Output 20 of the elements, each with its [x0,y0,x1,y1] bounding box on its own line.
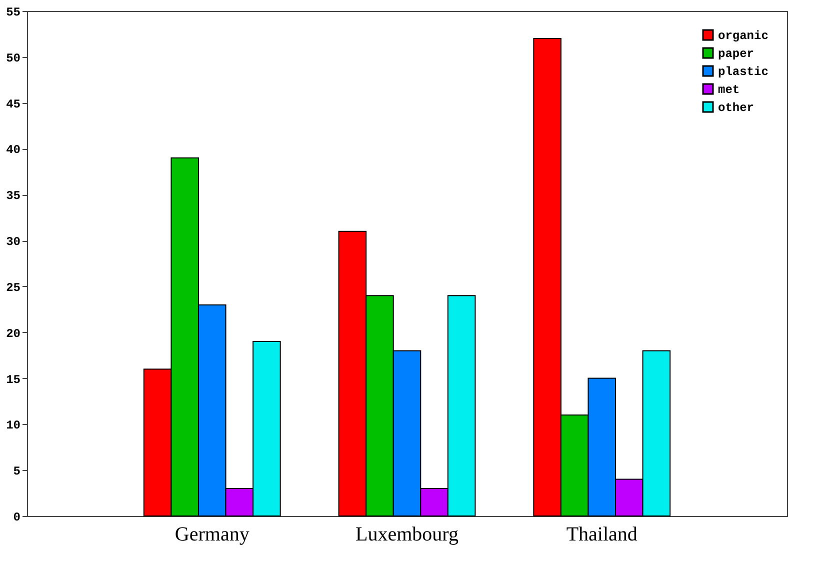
legend-label: other [718,101,754,115]
x-tick-label: Luxembourg [356,524,458,546]
y-tick-label: 25 [6,280,20,295]
y-tick-label: 15 [6,372,20,387]
legend-label: met [718,83,740,97]
y-tick-label: 40 [6,143,20,158]
y-tick-label: 10 [6,418,20,433]
x-tick-label: Thailand [566,524,638,546]
legend-label: paper [718,47,754,61]
y-tick-label: 35 [6,189,20,204]
y-tick-label: 45 [6,97,20,112]
legend-label: organic [718,29,768,43]
legend-label: plastic [718,65,768,79]
y-tick-label: 20 [6,326,20,341]
y-tick-label: 30 [6,235,20,250]
y-tick-label: 50 [6,51,20,66]
y-tick-label: 55 [6,6,20,20]
y-tick-label: 5 [13,464,20,479]
y-tick-label: 0 [13,510,20,524]
x-tick-label: Germany [174,524,250,546]
